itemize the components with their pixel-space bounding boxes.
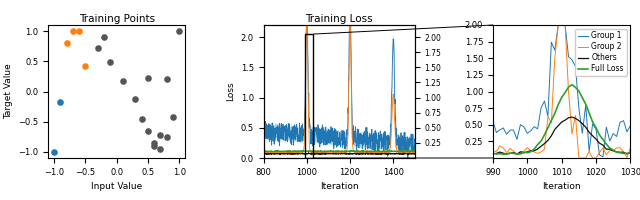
- Point: [168, 116, 178, 119]
- Point: [56, 101, 66, 104]
- Point: [74, 29, 84, 33]
- Point: [49, 150, 60, 154]
- Point: [156, 147, 166, 151]
- Point: [136, 117, 147, 120]
- Point: [162, 78, 172, 81]
- Point: [61, 42, 72, 45]
- Point: [143, 129, 153, 132]
- Point: [131, 98, 141, 101]
- X-axis label: Iteration: Iteration: [320, 182, 358, 191]
- Point: [149, 144, 159, 148]
- Point: [118, 80, 128, 83]
- Point: [143, 77, 153, 80]
- Point: [93, 46, 103, 50]
- Point: [149, 141, 159, 144]
- Y-axis label: Loss: Loss: [226, 82, 235, 101]
- Point: [156, 133, 166, 137]
- Bar: [305, 34, 313, 158]
- X-axis label: Input Value: Input Value: [91, 182, 142, 191]
- Title: Training Points: Training Points: [79, 14, 155, 24]
- Y-axis label: Target Value: Target Value: [4, 64, 13, 119]
- Point: [162, 135, 172, 138]
- X-axis label: Iteration: Iteration: [542, 182, 581, 191]
- Point: [68, 29, 78, 33]
- Point: [99, 35, 109, 39]
- Point: [106, 61, 116, 64]
- Point: [81, 65, 91, 68]
- Point: [174, 29, 184, 33]
- Title: Training Loss: Training Loss: [305, 14, 373, 24]
- Legend: Group 1, Group 2, Others, Full Loss: Group 1, Group 2, Others, Full Loss: [575, 29, 627, 76]
